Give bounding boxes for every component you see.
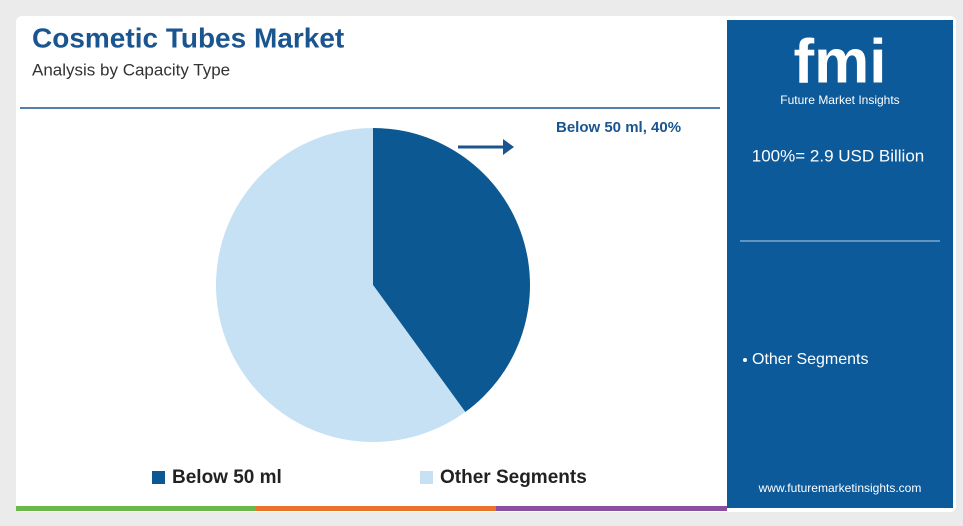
legend-swatch: [420, 471, 433, 484]
bullet: [743, 358, 747, 362]
bar-orange: [256, 506, 496, 511]
legend-label: Other Segments: [440, 467, 587, 488]
url: www.futuremarketinsights.com: [758, 481, 922, 495]
total: 100%= 2.9 USD Billion: [752, 146, 924, 165]
data-label: Below 50 ml, 40%: [556, 119, 681, 136]
legend-swatch: [152, 471, 165, 484]
chart-subtitle: Analysis by Capacity Type: [32, 60, 230, 79]
arrow-head: [503, 139, 514, 155]
segment: Other Segments: [752, 351, 869, 368]
chart-title: Cosmetic Tubes Market: [32, 22, 344, 53]
bar-green: [16, 506, 256, 511]
bar-purple: [496, 506, 727, 511]
side-panel: [727, 20, 953, 508]
legend-label: Below 50 ml: [172, 467, 282, 488]
pie: [215, 128, 530, 442]
logo: fmi: [794, 27, 887, 96]
brand: Future Market Insights: [780, 93, 899, 107]
pie-slice: [373, 128, 530, 413]
pie-slice: [215, 128, 466, 442]
